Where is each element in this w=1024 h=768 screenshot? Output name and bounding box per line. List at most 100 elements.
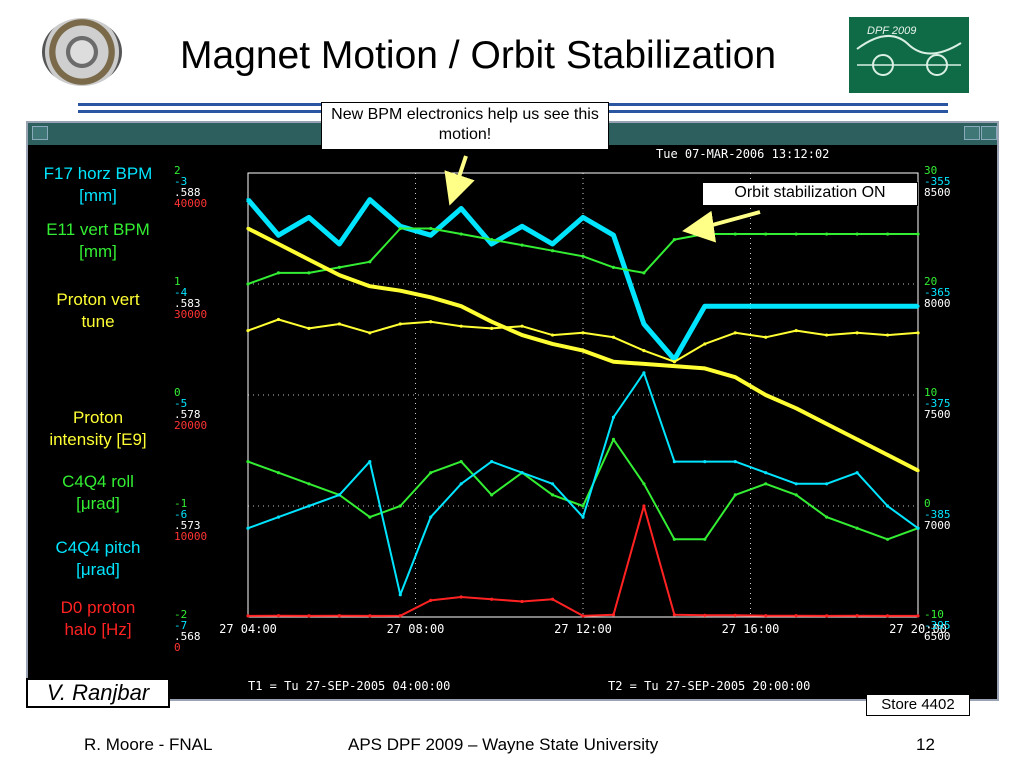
series-point — [550, 249, 555, 253]
t2-label: T2 = Tu 27-SEP-2005 20:00:00 — [608, 679, 811, 693]
series-point — [459, 232, 463, 236]
screen-window-max-button[interactable] — [964, 126, 980, 140]
series-point — [703, 366, 707, 370]
series-point — [885, 453, 890, 457]
t1-label: T1 = Tu 27-SEP-2005 04:00:00 — [248, 679, 451, 693]
series-point — [855, 232, 859, 236]
series-point — [337, 493, 341, 497]
series-point — [398, 504, 402, 508]
series-point — [276, 614, 281, 618]
series-point — [246, 526, 250, 530]
series-point — [307, 271, 311, 275]
left-logo — [42, 18, 122, 86]
series-point — [337, 265, 341, 269]
right-axis-tick-label: -365 — [924, 286, 951, 299]
footer-left: R. Moore - FNAL — [84, 735, 213, 754]
series-point — [794, 232, 798, 236]
legend-label: Proton intensity [E9] — [49, 408, 147, 449]
legend-label: E11 vert BPM [mm] — [46, 220, 150, 261]
series-point — [276, 317, 281, 322]
series-point — [429, 515, 433, 519]
legend-label: C4Q4 roll [μrad] — [62, 472, 134, 513]
series-point — [611, 415, 616, 419]
series-point — [703, 304, 707, 308]
series-point — [642, 482, 646, 486]
series-point — [520, 333, 524, 337]
series-point — [733, 375, 737, 379]
series-point — [368, 284, 372, 288]
plot-screen: Tue 07-MAR-2006 13:12:02 27 04:00 27 08:0… — [26, 121, 999, 701]
series-point — [672, 364, 676, 368]
series-point — [581, 349, 585, 353]
left-axis-tick-label: -5 — [174, 397, 188, 410]
series-point — [398, 224, 402, 228]
series-point — [855, 471, 859, 475]
footer-center: APS DPF 2009 – Wayne State University — [348, 735, 659, 754]
series-point — [794, 493, 798, 497]
series-point — [764, 335, 768, 339]
left-axis-tick-label: 20000 — [174, 419, 208, 432]
series-point — [855, 526, 859, 530]
chart-svg: 27 04:00 27 08:00 27 12:00 27 16:00 27 20:00 — [219, 172, 947, 636]
series-point — [307, 504, 311, 508]
series-point — [794, 406, 798, 410]
series-point — [581, 614, 585, 618]
series-point — [459, 324, 463, 328]
series-point — [733, 232, 737, 236]
series-point — [855, 331, 859, 335]
series-point — [611, 335, 616, 339]
series-point — [550, 242, 555, 246]
series-point — [885, 304, 890, 308]
series-point — [733, 304, 737, 308]
series-point — [611, 265, 616, 269]
screen-timestamp: Tue 07-MAR-2006 13:12:02 — [656, 147, 830, 161]
series-point — [885, 614, 890, 618]
series-point — [490, 326, 494, 330]
store-box: Store 4402 — [866, 694, 970, 716]
series-point — [764, 471, 768, 475]
series-point — [855, 437, 859, 441]
left-axis-tick-label: 2 — [174, 164, 181, 177]
series-point — [764, 304, 768, 308]
series-point — [916, 232, 920, 236]
series-point — [276, 242, 281, 246]
series-point — [490, 597, 494, 601]
series-point — [429, 233, 433, 237]
series-point — [276, 515, 281, 519]
series-point — [855, 304, 859, 308]
right-axis-tick-label: 10 — [924, 386, 938, 399]
series-point — [429, 471, 433, 475]
callout-new-bpm: New BPM electronics help us see this mot… — [321, 102, 609, 150]
series-point — [368, 460, 372, 464]
series-point — [459, 304, 463, 308]
right-axis-tick-label: -395 — [924, 619, 951, 632]
right-axis-tick-label: -355 — [924, 175, 951, 188]
series-point — [459, 595, 463, 599]
series-point — [916, 468, 920, 473]
left-axis-tick-label: .588 — [174, 186, 201, 199]
left-axis-tick-label: .578 — [174, 408, 201, 421]
series-line-proton-vert-tune — [247, 318, 919, 363]
series-point — [885, 333, 890, 337]
screen-window-close-button[interactable] — [981, 126, 997, 140]
right-axis-tick-label: 0 — [924, 497, 931, 510]
series-point — [672, 613, 676, 617]
series-point — [581, 515, 585, 519]
series-point — [885, 232, 890, 236]
series-point — [246, 198, 250, 202]
series-point — [885, 504, 890, 508]
series-point — [368, 515, 372, 519]
series-point — [855, 614, 859, 618]
series-point — [764, 482, 768, 486]
series-point — [825, 614, 829, 618]
series-point — [520, 224, 524, 228]
series-point — [490, 320, 494, 324]
series-point — [429, 226, 433, 231]
screen-window-menu-button[interactable] — [32, 126, 48, 140]
series-point — [307, 257, 311, 262]
series-point — [885, 537, 890, 541]
series-point — [642, 504, 646, 508]
series-point — [825, 232, 829, 236]
series-point — [246, 614, 250, 618]
series-point — [368, 614, 372, 618]
